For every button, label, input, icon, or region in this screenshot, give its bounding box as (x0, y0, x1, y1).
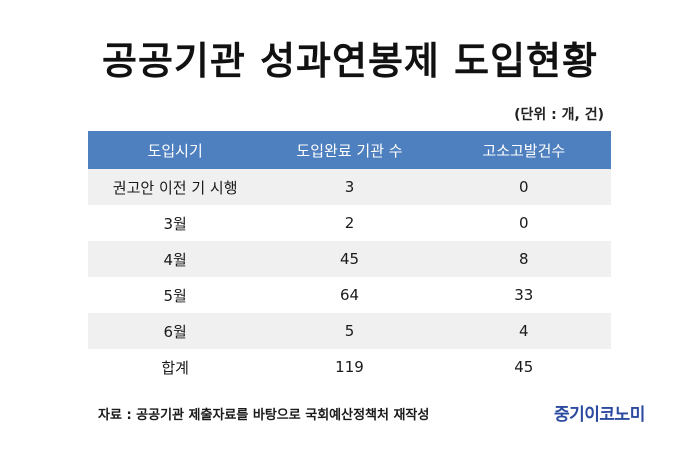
unit-label: (단위 : 개, 건) (514, 107, 604, 123)
page-title: 공공기관 성과연봉제 도입현황 (102, 39, 598, 83)
cell-period: 권고안 이전 기 시행 (112, 178, 238, 197)
adoption-table: 도입시기 도입완료 기관 수 고소고발건수 권고안 이전 기 시행 3 0 3월… (88, 131, 611, 385)
cell-period: 4월 (163, 250, 187, 269)
cell-complaints: 4 (519, 322, 529, 340)
publisher-logo: 중기이코노미 (554, 405, 645, 425)
cell-agencies: 5 (344, 322, 355, 340)
cell-complaints: 8 (519, 250, 529, 268)
table-row-total: 합계 119 45 (88, 349, 611, 385)
header-complaint-count: 고소고발건수 (482, 141, 566, 160)
cell-agencies: 119 (335, 358, 364, 376)
cell-period: 합계 (161, 358, 189, 377)
cell-agencies: 2 (344, 214, 355, 232)
cell-complaints: 0 (519, 178, 529, 196)
table-row: 3월 2 0 (88, 205, 611, 241)
table-row: 6월 5 4 (88, 313, 611, 349)
table-row: 권고안 이전 기 시행 3 0 (88, 169, 611, 205)
source-note: 자료 : 공공기관 제출자료를 바탕으로 국회예산정책처 재작성 (98, 408, 430, 423)
cell-complaints: 0 (519, 214, 529, 232)
header-completed-agencies: 도입완료 기관 수 (296, 141, 403, 160)
table-header-row: 도입시기 도입완료 기관 수 고소고발건수 (88, 131, 611, 169)
table-row: 5월 64 33 (88, 277, 611, 313)
cell-agencies: 64 (339, 286, 360, 304)
table-row: 4월 45 8 (88, 241, 611, 277)
cell-period: 6월 (163, 322, 187, 341)
cell-complaints: 33 (514, 286, 534, 304)
cell-period: 5월 (163, 286, 187, 305)
cell-complaints: 45 (514, 358, 534, 376)
cell-period: 3월 (163, 214, 187, 233)
header-adoption-period: 도입시기 (147, 141, 203, 160)
cell-agencies: 3 (344, 178, 355, 196)
cell-agencies: 45 (339, 250, 360, 268)
